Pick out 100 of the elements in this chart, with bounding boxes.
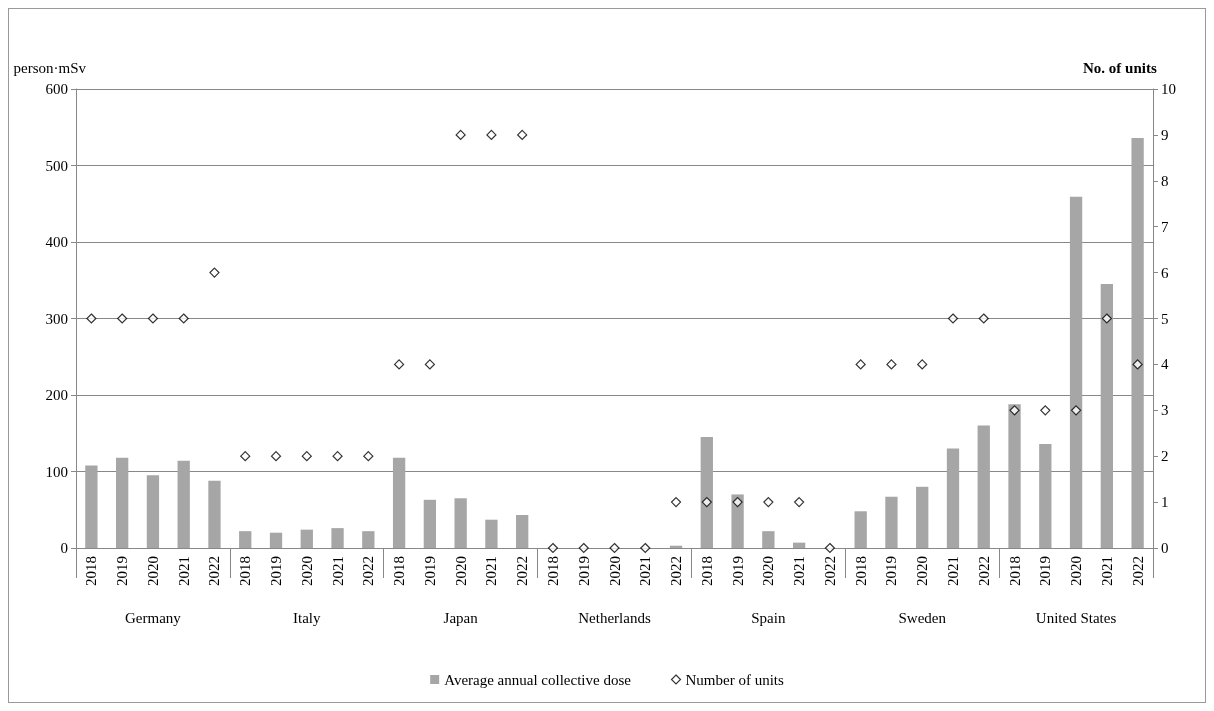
point [763,497,774,508]
y2-tick-label: 2 [1161,448,1169,465]
bar [916,486,929,548]
y2-tick-label: 5 [1161,310,1169,327]
x-tick-label: 2021 [483,556,500,586]
y2-tick-label: 9 [1161,126,1169,143]
point [794,497,805,508]
y2-tick-label: 6 [1161,264,1169,281]
bar [1008,404,1021,548]
bar [700,437,713,548]
legend-label: Number of units [685,671,784,688]
x-tick-label: 2020 [606,556,623,586]
bar [146,475,160,548]
legend-label: Average annual collective dose [444,671,632,688]
x-tick-label: 2019 [729,556,746,586]
point [917,359,928,370]
x-tick-label: 2021 [944,556,961,586]
text: Netherlands [578,609,651,626]
bar [516,515,529,548]
text: Sweden [898,609,947,626]
bar [85,465,98,548]
x-tick-label: 2018 [391,556,408,586]
point [670,497,682,508]
x-tick-label: 2022 [206,556,223,586]
y-tick-label: 100 [45,463,68,480]
point [855,359,866,370]
bar [208,480,221,548]
point [824,542,835,554]
point [117,313,128,324]
bar [177,460,190,548]
bar [1039,443,1052,548]
x-tick-label: 2018 [698,556,715,586]
bar [269,532,283,548]
x-tick-label: 2018 [544,556,561,586]
point [486,129,497,140]
point [178,313,189,324]
bar [1069,196,1083,548]
x-tick-label: 2021 [329,556,346,586]
bar [362,531,375,548]
x-tick-label: 2022 [821,556,838,586]
bar [792,542,806,548]
point [363,451,374,462]
y2-tick-label: 8 [1161,172,1169,189]
bar [1100,284,1113,548]
point [424,359,435,370]
text: United States [1035,609,1117,626]
point [455,129,466,140]
x-tick-label: 2019 [268,556,285,586]
point [301,451,312,462]
x-tick-label: 2018 [237,556,254,586]
y-axis-title: person·mSv [13,59,87,76]
x-tick-label: 2021 [175,556,192,586]
y-tick-label: 400 [45,234,68,250]
y2-tick-label: 0 [1161,540,1169,556]
x-tick-label: 2019 [575,556,592,586]
x-tick-label: 2019 [421,556,438,586]
bar [116,457,129,548]
bar [854,511,867,548]
x-tick-label: 2020 [298,556,315,586]
x-tick-label: 2018 [852,556,869,586]
x-tick-label: 2019 [883,556,900,586]
bar [946,448,960,548]
text: Germany [125,609,182,626]
bar [239,531,252,548]
point [86,313,97,324]
point [1040,405,1051,416]
text: Spain [751,609,786,626]
point [886,359,897,370]
y-tick-label: 600 [45,81,68,97]
point [578,542,589,554]
x-tick-label: 2021 [637,556,654,586]
bar [423,499,437,548]
bar [977,425,990,548]
y-tick-label: 500 [45,157,68,174]
text: Japan [443,609,479,626]
point [1070,405,1082,416]
bar [300,529,313,548]
point [547,542,559,554]
x-tick-label: 2022 [1129,556,1146,586]
y-tick-label: 300 [45,310,68,327]
point [332,451,343,462]
bar [885,496,898,548]
x-tick-label: 2020 [760,556,777,586]
y2-tick-label: 4 [1161,356,1169,373]
text: Italy [293,609,322,626]
bar [392,457,406,548]
x-tick-label: 2021 [791,556,808,586]
bar [485,519,498,548]
point [270,451,282,462]
y2-tick-label: 10 [1161,81,1176,97]
bar [454,498,467,548]
y2-tick-label: 7 [1161,218,1169,235]
point [517,129,528,140]
x-tick-label: 2021 [1098,556,1115,586]
x-tick-label: 2022 [360,556,377,586]
point [1132,359,1143,370]
x-tick-label: 2022 [975,556,992,586]
point [978,313,989,324]
x-tick-label: 2022 [514,556,531,586]
y2-axis-title: No. of units [1083,59,1157,76]
